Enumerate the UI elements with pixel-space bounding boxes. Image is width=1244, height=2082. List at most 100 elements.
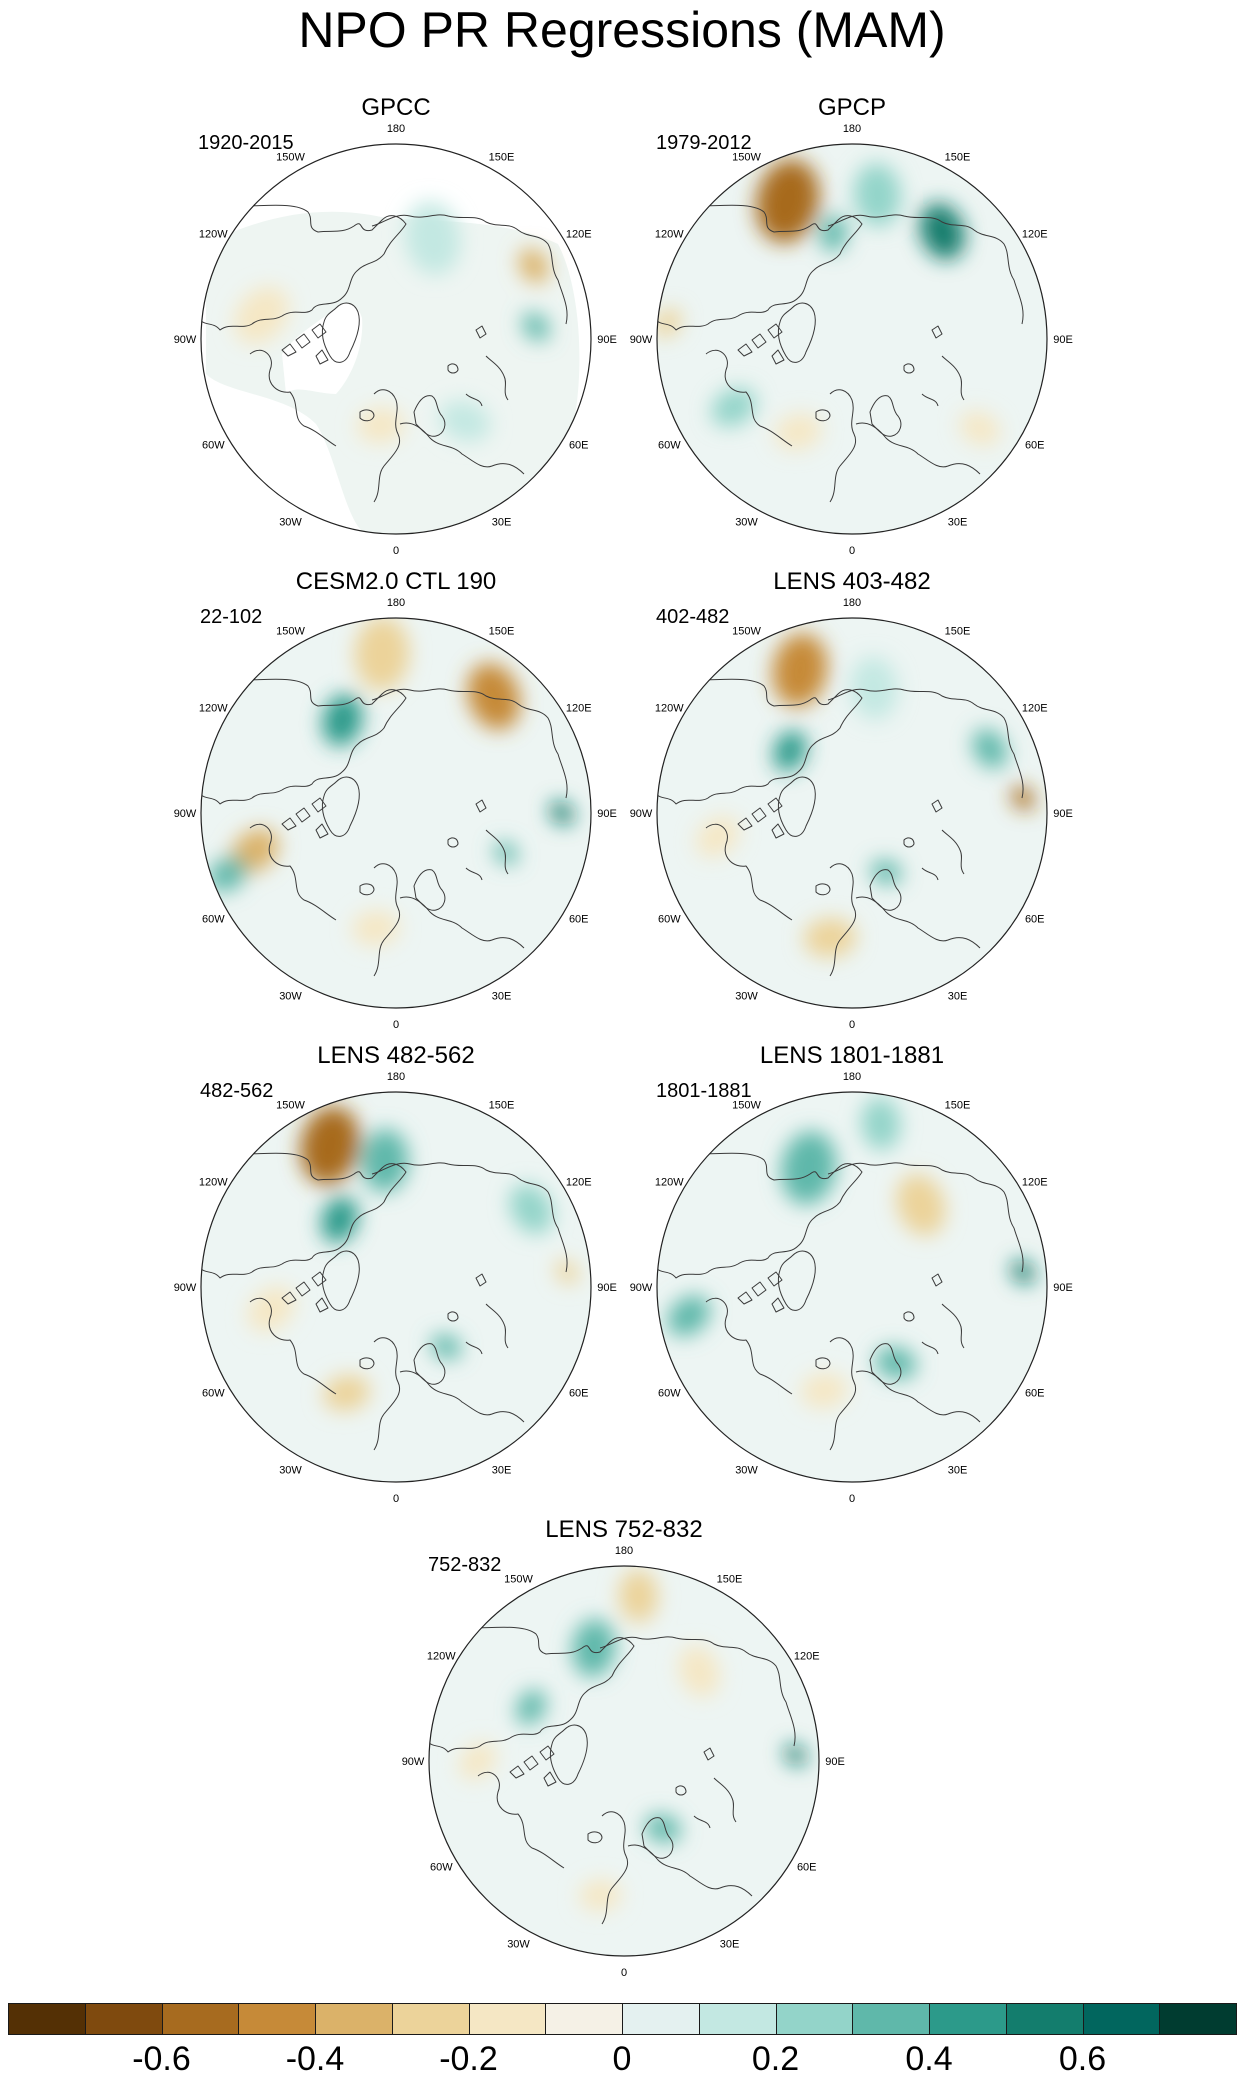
coastlines xyxy=(657,1152,1024,1451)
map-background xyxy=(657,144,1047,534)
coastline-arctic-islands xyxy=(281,1271,329,1313)
longitude-label: 30E xyxy=(948,517,968,529)
longitude-label: 120W xyxy=(655,229,684,241)
map-boundary xyxy=(200,1091,592,1483)
anomaly-blob xyxy=(493,842,519,865)
coastline-scandinavia xyxy=(413,395,446,437)
longitude-label: 60W xyxy=(430,1862,453,1874)
missing-data-region xyxy=(282,303,363,394)
coastline-hudson-labrador xyxy=(249,823,337,921)
coastline-siberia xyxy=(827,688,1024,881)
longitude-label: 30E xyxy=(492,517,512,529)
map-panel-gpcc: GPCC 1920-2015 180 150E 120E 90E 60E 30E 0 30W 6… xyxy=(174,94,646,557)
colorbar-cell xyxy=(1159,2003,1237,2035)
longitude-label: 30E xyxy=(948,991,968,1003)
coastline-greenland xyxy=(777,1250,816,1311)
longitude-label: 90W xyxy=(402,1756,425,1768)
anomaly-blob xyxy=(800,1372,848,1409)
polar-map: 180 150E 120E 90E 60E 30E 0 30W 60W 90W 120W 150W xyxy=(630,123,1073,557)
coastline-arctic-islands xyxy=(281,797,329,839)
longitude-label: 0 xyxy=(393,545,399,557)
longitude-label: 60W xyxy=(202,914,225,926)
panel-period-label: 1801-1881 xyxy=(656,1080,752,1102)
coastline-scandinavia xyxy=(869,1343,902,1385)
coastline-islands xyxy=(359,799,487,896)
anomaly-blob xyxy=(657,308,682,337)
coastline-arctic-islands xyxy=(737,1271,785,1313)
panel-period-label: 402-482 xyxy=(656,606,730,628)
coastlines xyxy=(657,204,1024,503)
longitude-label: 120W xyxy=(427,1651,456,1663)
longitude-label: 120W xyxy=(199,229,228,241)
longitude-label: 90E xyxy=(825,1756,845,1768)
coastline-north-america xyxy=(657,678,863,805)
colorbar-cell xyxy=(468,2003,547,2035)
polar-map: 180 150E 120E 90E 60E 30E 0 30W 60W 90W 120W 150W xyxy=(174,597,617,1031)
longitude-label: 150E xyxy=(489,151,515,163)
coastline-hudson-labrador xyxy=(477,1771,565,1869)
anomaly-blob xyxy=(667,1295,711,1337)
longitude-label: 120E xyxy=(1022,1177,1048,1189)
longitude-label: 60W xyxy=(658,914,681,926)
longitude-label: 60W xyxy=(202,440,225,452)
anomaly-blob xyxy=(550,801,574,825)
coastline-islands xyxy=(815,799,943,896)
colorbar-tick-label: 0.6 xyxy=(1058,2040,1107,2078)
colorbar-cell xyxy=(775,2003,854,2035)
longitude-label: 120E xyxy=(794,1651,820,1663)
anomaly-blob xyxy=(459,1742,497,1780)
longitude-label: 150E xyxy=(489,1099,515,1111)
longitude-label: 150W xyxy=(504,1573,533,1585)
map-background xyxy=(201,1092,591,1482)
map-field xyxy=(201,1092,591,1482)
anomaly-blob xyxy=(850,656,898,720)
anomaly-blob xyxy=(870,860,902,885)
anomaly-blob xyxy=(618,1569,658,1623)
colorbar-cell xyxy=(929,2003,1007,2035)
longitude-label: 150E xyxy=(717,1573,743,1585)
anomaly-layer xyxy=(667,1097,1035,1409)
longitude-label: 90W xyxy=(174,334,197,346)
coastline-siberia xyxy=(827,1162,1024,1355)
anomaly-blob xyxy=(352,910,400,946)
panel-title: LENS 752-832 xyxy=(545,1516,703,1543)
map-boundary xyxy=(200,617,592,1009)
coastline-siberia xyxy=(827,214,1024,407)
longitude-label: 0 xyxy=(849,545,855,557)
anomaly-blob xyxy=(819,214,848,252)
map-boundary xyxy=(656,143,1048,535)
colorbar-tick-label: 0.4 xyxy=(905,2040,953,2078)
longitude-label: 30E xyxy=(492,991,512,1003)
longitude-label: 150E xyxy=(489,625,515,637)
map-field xyxy=(429,1566,819,1956)
map-panel-lens-1801-1881: LENS 1801-1881 1801-1881 180 150E 120E 90E 6… xyxy=(630,1042,1102,1505)
coastline-greenland xyxy=(777,302,816,363)
coastline-islands xyxy=(359,325,487,422)
panel-title: CESM2.0 CTL 190 xyxy=(295,568,497,595)
colorbar-tick-label: 0 xyxy=(612,2040,632,2078)
anomaly-blob xyxy=(781,1131,837,1205)
polar-map: 180 150E 120E 90E 60E 30E 0 30W 60W 90W 120W 150W xyxy=(174,123,617,557)
map-boundary xyxy=(656,617,1048,1009)
colorbar-cell xyxy=(84,2003,163,2035)
panel-title: LENS 482-562 xyxy=(317,1042,475,1069)
coastline-siberia xyxy=(371,1162,568,1355)
longitude-label: 120E xyxy=(566,703,592,715)
polar-map: 180 150E 120E 90E 60E 30E 0 30W 60W 90W 120W 150W xyxy=(174,1071,617,1505)
colorbar-cell xyxy=(622,2003,700,2035)
anomaly-blob xyxy=(696,816,739,858)
map-field xyxy=(657,144,1047,534)
longitude-label: 90E xyxy=(597,334,617,346)
anomaly-blob xyxy=(861,1097,901,1151)
coastline-arctic-islands xyxy=(509,1745,557,1787)
longitude-label: 90W xyxy=(630,808,653,820)
anomaly-blob xyxy=(711,387,757,427)
map-background xyxy=(657,1092,1047,1482)
coastlines xyxy=(201,204,568,503)
anomaly-blob xyxy=(405,201,461,275)
longitude-label: 0 xyxy=(849,1019,855,1031)
map-panel-lens-482-562: LENS 482-562 482-562 180 150E 120E 90E 60E 30… xyxy=(174,1042,646,1505)
coastline-arctic-islands xyxy=(737,323,785,365)
panel-title: GPCC xyxy=(361,94,431,121)
longitude-label: 120E xyxy=(566,229,592,241)
